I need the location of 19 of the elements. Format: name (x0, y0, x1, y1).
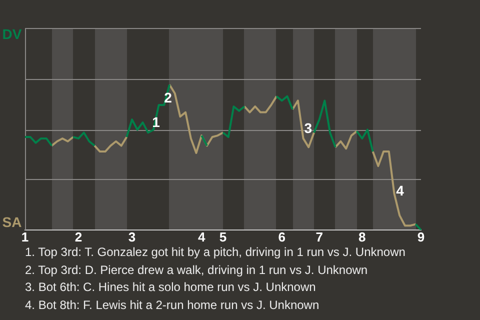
x-tick-label: 3 (128, 229, 136, 244)
text: 4. Bot 8th: F. Lewis hit a 2-run home run vs J. Unknown (25, 296, 320, 314)
x-tick-label: 8 (358, 229, 366, 244)
text: DV (2, 26, 22, 42)
annotation: 3 (304, 120, 312, 136)
annotation: 2 (164, 90, 172, 106)
annotation: 1 (152, 114, 160, 130)
text: SA (2, 214, 22, 230)
x-tick-label: 1 (21, 229, 29, 244)
x-tick-label: 2 (74, 229, 82, 244)
x-tick-label: 9 (417, 229, 425, 244)
x-tick-label: 7 (316, 229, 323, 244)
x-tick-label: 6 (278, 229, 286, 244)
text: 1. Top 3rd: T. Gonzalez got hit by a pitch, driving in 1 run vs J. Unknown (25, 244, 406, 261)
x-tick-label: 5 (219, 229, 227, 244)
text: 2. Top 3rd: D. Pierce drew a walk, driving in 1 run vs J. Unknown (25, 262, 369, 278)
annotation: 4 (396, 182, 404, 198)
text: 3. Bot 6th: C. Hines hit a solo home run vs J. Unknown (25, 279, 317, 296)
x-tick-label: 4 (198, 229, 206, 244)
